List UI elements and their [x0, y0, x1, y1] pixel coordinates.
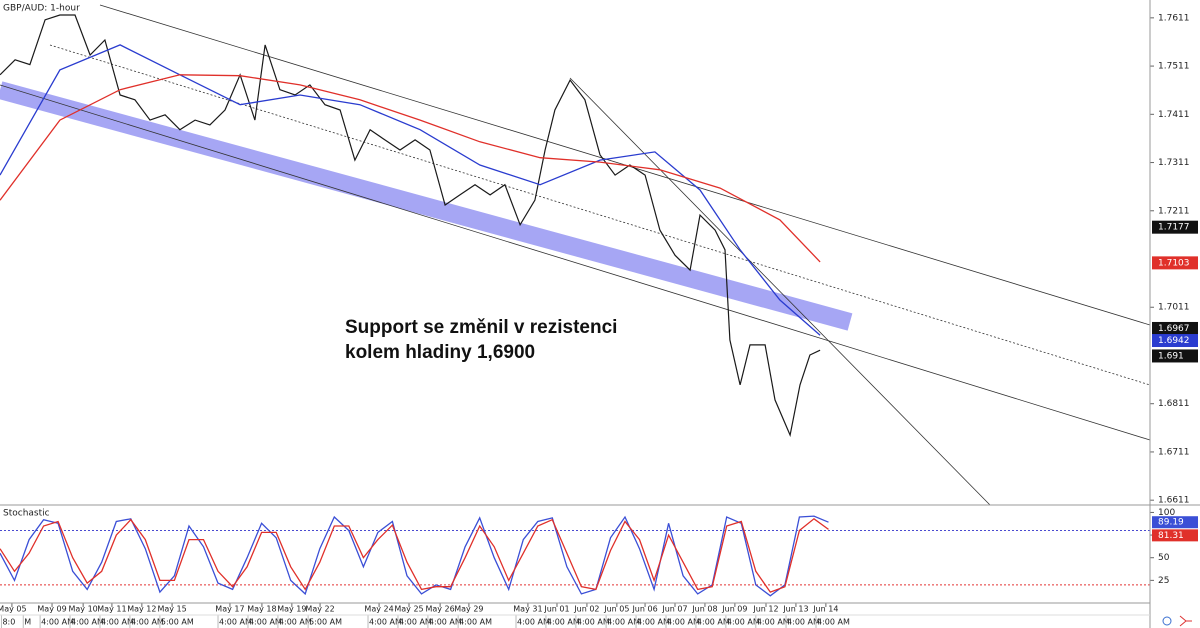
session-label: M	[24, 618, 31, 627]
x-tick-label: May 15	[157, 605, 186, 614]
y-tick-label: 1.6811	[1158, 399, 1190, 409]
price-box	[1152, 220, 1198, 234]
x-tick-label: May 09	[37, 605, 66, 614]
trendline	[569, 77, 991, 506]
series-line	[0, 44, 821, 336]
y-tick-label: 1.7211	[1158, 206, 1190, 216]
y-tick-label: 1.7611	[1158, 13, 1190, 23]
session-label: 4:00 AM	[219, 618, 252, 627]
session-label: 4:00 AM	[817, 618, 850, 627]
x-tick-label: May 29	[454, 605, 483, 614]
x-tick-label: Jun 06	[631, 605, 657, 614]
session-label: 4:00 AM	[577, 618, 610, 627]
session-label: 4:00 AM	[637, 618, 670, 627]
value-box	[1152, 529, 1198, 542]
session-label: 4:00 AM	[607, 618, 640, 627]
session-label: 4:00 AM	[787, 618, 820, 627]
price-box	[1152, 256, 1198, 270]
session-label: 4:00 AM	[727, 618, 760, 627]
icon[interactable]	[1179, 615, 1192, 627]
price-box	[1152, 334, 1198, 348]
value-box	[1152, 516, 1198, 529]
x-tick-label: Jun 05	[603, 605, 629, 614]
series-line	[0, 74, 821, 263]
y-tick-label: 1.7311	[1158, 158, 1190, 168]
session-label: 4:00 AM	[517, 618, 550, 627]
x-tick-label: Jun 08	[691, 605, 717, 614]
price-label: 1.7177	[1158, 223, 1190, 233]
x-tick-label: Jun 14	[812, 605, 838, 614]
x-tick-label: May 12	[127, 605, 156, 614]
x-tick-label: Jun 12	[752, 605, 778, 614]
x-tick-label: May 19	[277, 605, 306, 614]
price-label: 1.6942	[1158, 336, 1190, 346]
session-label: 8:0	[2, 618, 15, 627]
y-tick-label: 1.7011	[1158, 303, 1190, 313]
title-box	[1, 507, 39, 519]
session-label: 4:00 AM	[399, 618, 432, 627]
chart-title: GBP/AUD: 1-hour	[3, 4, 80, 14]
session-label: 5:00 AM	[309, 618, 342, 627]
x-tick-label: May 24	[364, 605, 393, 614]
x-tick-label: May 31	[513, 605, 542, 614]
x-tick-label: Jun 13	[782, 605, 808, 614]
indicator-title: Stochastic	[3, 509, 50, 519]
session-label: 4:00 AM	[697, 618, 730, 627]
y-tick-label: 100	[1158, 508, 1175, 518]
x-tick-label: May 25	[394, 605, 423, 614]
series-line	[0, 515, 829, 597]
x-tick-label: May 22	[305, 605, 334, 614]
session-label: 4:00 AM	[757, 618, 790, 627]
x-tick-label: May 17	[215, 605, 244, 614]
session-label: 4:00 AM	[131, 618, 164, 627]
y-tick-label: 1.6711	[1158, 447, 1190, 457]
value-label: 89.19	[1158, 518, 1184, 528]
price-label: 1.6967	[1158, 324, 1190, 334]
icon[interactable]	[1162, 616, 1172, 626]
y-tick-label: 1.6611	[1158, 496, 1190, 506]
price-label: 1.7103	[1158, 258, 1190, 268]
session-label: 4:00 AM	[547, 618, 580, 627]
x-tick-label: Jun 02	[573, 605, 599, 614]
x-tick-label: May 11	[97, 605, 126, 614]
session-label: 4:00 AM	[249, 618, 282, 627]
toolbar-icons	[1162, 615, 1192, 627]
session-label: 4:00 AM	[429, 618, 462, 627]
series-line	[0, 14, 821, 438]
trendline	[0, 84, 1151, 441]
session-label: 4:00 AM	[667, 618, 700, 627]
x-tick-label: Jun 09	[721, 605, 747, 614]
y-tick-label: 1.7511	[1158, 62, 1190, 72]
x-tick-label: Jun 07	[661, 605, 687, 614]
y-tick-label: 50	[1158, 553, 1170, 563]
annotation: Support se změnil v rezistenci	[345, 317, 617, 338]
value-label: 81.31	[1158, 531, 1184, 541]
session-label: 4:00 AM	[369, 618, 402, 627]
y-tick-label: 1.7411	[1158, 110, 1190, 120]
x-tick-label: May 10	[69, 605, 98, 614]
session-label: 4:00 AM	[459, 618, 492, 627]
price-label: 1.691	[1158, 351, 1184, 361]
series-line	[0, 517, 829, 593]
annotation: kolem hladiny 1,6900	[345, 342, 535, 363]
x-tick-label: May 26	[425, 605, 454, 614]
session-label: 4:00 AM	[41, 618, 74, 627]
price-box	[1152, 349, 1198, 363]
session-label: 4:00 AM	[71, 618, 104, 627]
x-tick-label: May 05	[0, 605, 27, 614]
y-tick-label: 25	[1158, 576, 1169, 586]
price-box	[1152, 321, 1198, 335]
session-label: 4:00 AM	[101, 618, 134, 627]
x-tick-label: May 18	[247, 605, 276, 614]
session-label: 5:00 AM	[161, 618, 194, 627]
x-tick-label: Jun 01	[543, 605, 569, 614]
session-label: 4:00 AM	[279, 618, 312, 627]
title-box	[1, 1, 93, 14]
